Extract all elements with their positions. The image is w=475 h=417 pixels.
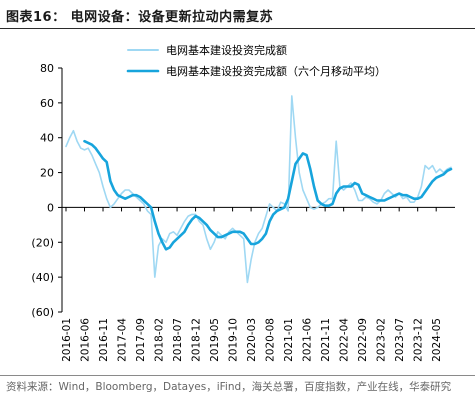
x-tick-label: 2021-06	[302, 318, 314, 362]
y-tick-label: (40)	[31, 271, 54, 284]
legend-entry-raw: 电网基本建设投资完成额	[166, 43, 287, 57]
x-tick-label: 2023-12	[413, 318, 425, 362]
x-tick-label: 2019-10	[228, 318, 240, 362]
series-line-moving-average	[83, 139, 453, 251]
source-divider	[0, 375, 475, 376]
title-divider	[0, 28, 475, 29]
legend-entry-moving-average: 电网基本建设投资完成额（六个月移动平均）	[166, 64, 386, 78]
y-tick-label: 60	[40, 97, 54, 110]
x-tick-label: 2023-07	[394, 318, 406, 362]
x-tick-label: 2023-02	[376, 318, 388, 362]
chart-series	[65, 95, 453, 284]
x-tick-label: 2018-07	[172, 318, 184, 362]
source-note: 资料来源：Wind，Bloomberg，Datayes，iFind，海关总署，百…	[6, 381, 452, 393]
x-tick-label: 2016-01	[61, 318, 73, 362]
x-tick-label: 2019-05	[209, 318, 221, 362]
y-tick-label: 80	[40, 62, 54, 75]
chart-axes	[61, 68, 455, 312]
y-tick-label: 0	[47, 201, 54, 214]
x-tick-label: 2018-12	[191, 318, 203, 362]
x-axis-ticks: 2016-01 2016-06 2016-11 2017-04 2017-09 2018-…	[61, 207, 443, 362]
x-tick-label: 2022-04	[339, 318, 351, 362]
x-tick-label: 2022-09	[357, 318, 369, 362]
x-tick-label: 2017-09	[135, 318, 147, 362]
chart-legend: 电网基本建设投资完成额 电网基本建设投资完成额（六个月移动平均）	[126, 43, 386, 78]
x-tick-label: 2020-03	[246, 318, 258, 362]
y-tick-label: (60)	[31, 306, 54, 319]
series-line-raw	[65, 95, 452, 284]
x-tick-label: 2016-06	[80, 318, 92, 362]
x-tick-label: 2017-04	[117, 318, 129, 362]
y-tick-label: (20)	[31, 236, 54, 249]
x-tick-label: 2021-01	[283, 318, 295, 362]
y-tick-label: 40	[40, 132, 54, 145]
x-tick-label: 2016-11	[98, 318, 110, 362]
chart-title: 图表16： 电网设备：设备更新拉动内需复苏	[6, 10, 274, 25]
x-tick-label: 2024-05	[431, 318, 443, 362]
x-tick-label: 2021-11	[320, 318, 332, 362]
y-tick-label: 20	[40, 167, 54, 180]
x-tick-label: 2020-08	[265, 318, 277, 362]
x-tick-label: 2018-02	[154, 318, 166, 362]
y-axis-ticks: 80 60 40 20 0 (20) (40) (60)	[31, 62, 62, 319]
